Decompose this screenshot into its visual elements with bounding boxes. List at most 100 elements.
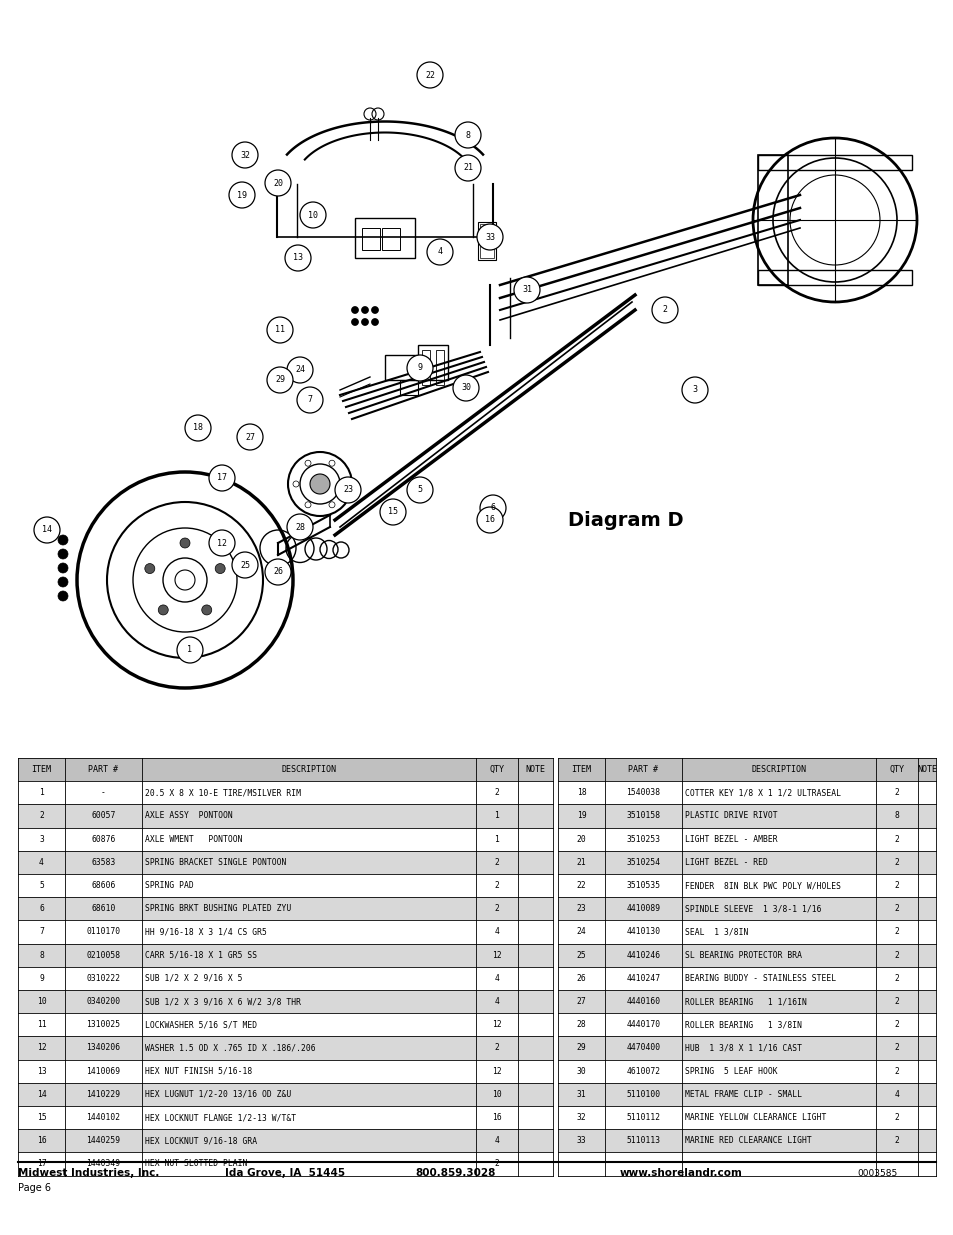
Text: LIGHT BEZEL - AMBER: LIGHT BEZEL - AMBER — [684, 835, 777, 844]
Circle shape — [287, 514, 313, 540]
Text: 0310222: 0310222 — [87, 974, 120, 983]
Text: 60057: 60057 — [91, 811, 115, 820]
Text: Diagram D: Diagram D — [567, 510, 683, 530]
Text: 1310025: 1310025 — [87, 1020, 120, 1029]
Text: 7: 7 — [39, 927, 44, 936]
Text: 2: 2 — [494, 788, 499, 798]
Text: 21: 21 — [576, 858, 586, 867]
Text: 25: 25 — [240, 561, 250, 569]
Bar — [18, 804, 553, 827]
Circle shape — [215, 563, 225, 573]
Circle shape — [476, 224, 502, 249]
Circle shape — [265, 559, 291, 585]
Circle shape — [185, 415, 211, 441]
Text: 26: 26 — [576, 974, 586, 983]
Text: BEARING BUDDY - STAINLESS STEEL: BEARING BUDDY - STAINLESS STEEL — [684, 974, 835, 983]
Circle shape — [158, 605, 168, 615]
Text: 23: 23 — [576, 904, 586, 914]
Text: 4: 4 — [494, 927, 499, 936]
Text: NOTE: NOTE — [525, 766, 545, 774]
Circle shape — [201, 605, 212, 615]
Text: HEX NUT SLOTTED PLAIN: HEX NUT SLOTTED PLAIN — [145, 1160, 247, 1168]
Circle shape — [299, 203, 326, 228]
Text: LIGHT BEZEL - RED: LIGHT BEZEL - RED — [684, 858, 767, 867]
Circle shape — [145, 563, 154, 573]
Circle shape — [427, 240, 453, 266]
Circle shape — [232, 142, 257, 168]
Text: ROLLER BEARING   1 3/8IN: ROLLER BEARING 1 3/8IN — [684, 1020, 801, 1029]
Text: SPRING PAD: SPRING PAD — [145, 881, 193, 890]
Text: 2: 2 — [894, 1020, 899, 1029]
Text: 5: 5 — [39, 881, 44, 890]
Bar — [558, 1129, 935, 1152]
Circle shape — [58, 592, 68, 601]
Text: 2: 2 — [494, 858, 499, 867]
Circle shape — [416, 62, 442, 88]
Circle shape — [340, 480, 347, 487]
Text: 4440170: 4440170 — [626, 1020, 659, 1029]
Text: 1440349: 1440349 — [87, 1160, 120, 1168]
Circle shape — [651, 296, 678, 324]
Circle shape — [455, 156, 480, 182]
Text: 4: 4 — [39, 858, 44, 867]
Text: 27: 27 — [576, 997, 586, 1007]
Text: COTTER KEY 1/8 X 1 1/2 ULTRASEAL: COTTER KEY 1/8 X 1 1/2 ULTRASEAL — [684, 788, 841, 798]
Text: SUB 1/2 X 2 9/16 X 5: SUB 1/2 X 2 9/16 X 5 — [145, 974, 242, 983]
Text: 4: 4 — [494, 974, 499, 983]
Text: 29: 29 — [274, 375, 285, 384]
Text: 2: 2 — [494, 881, 499, 890]
Bar — [558, 804, 935, 827]
Text: 4: 4 — [437, 247, 442, 257]
Text: 20: 20 — [273, 179, 283, 188]
Circle shape — [379, 499, 406, 525]
Circle shape — [335, 477, 360, 503]
Text: 4410089: 4410089 — [626, 904, 659, 914]
Text: 7: 7 — [307, 395, 313, 405]
Circle shape — [209, 466, 234, 492]
Text: 8: 8 — [894, 811, 899, 820]
Text: 1: 1 — [494, 835, 499, 844]
Bar — [18, 1036, 553, 1060]
Text: 12: 12 — [492, 951, 501, 960]
Text: HEX LUGNUT 1/2-20 13/16 OD Z&U: HEX LUGNUT 1/2-20 13/16 OD Z&U — [145, 1091, 291, 1099]
Text: 4: 4 — [494, 997, 499, 1007]
Bar — [417, 345, 448, 380]
Circle shape — [58, 550, 68, 559]
Text: 2: 2 — [894, 858, 899, 867]
Text: 12: 12 — [216, 538, 227, 547]
Text: 30: 30 — [576, 1067, 586, 1076]
Text: 2: 2 — [894, 1044, 899, 1052]
Bar — [558, 851, 935, 874]
Text: 2: 2 — [494, 904, 499, 914]
Text: 14: 14 — [36, 1091, 47, 1099]
Text: 60876: 60876 — [91, 835, 115, 844]
Text: 17: 17 — [216, 473, 227, 483]
Text: 24: 24 — [294, 366, 305, 374]
Text: 8: 8 — [465, 131, 470, 140]
Circle shape — [285, 245, 311, 270]
Text: 4410247: 4410247 — [626, 974, 659, 983]
Text: Midwest Industries, Inc.: Midwest Industries, Inc. — [18, 1168, 159, 1178]
Text: 2: 2 — [39, 811, 44, 820]
Text: 12: 12 — [36, 1044, 47, 1052]
Text: 13: 13 — [293, 253, 303, 263]
Text: 28: 28 — [576, 1020, 586, 1029]
Circle shape — [209, 530, 234, 556]
Text: 1410069: 1410069 — [87, 1067, 120, 1076]
Circle shape — [681, 377, 707, 403]
Text: 10: 10 — [36, 997, 47, 1007]
Circle shape — [351, 306, 358, 314]
Circle shape — [361, 306, 368, 314]
Text: 20: 20 — [576, 835, 586, 844]
Text: 18: 18 — [576, 788, 586, 798]
Text: CARR 5/16-18 X 1 GR5 SS: CARR 5/16-18 X 1 GR5 SS — [145, 951, 257, 960]
Circle shape — [296, 387, 323, 412]
Text: AXLE WMENT   PONTOON: AXLE WMENT PONTOON — [145, 835, 242, 844]
Text: 10: 10 — [492, 1091, 501, 1099]
Circle shape — [329, 461, 335, 467]
Text: 3: 3 — [692, 385, 697, 394]
Text: HEX LOCKNUT FLANGE 1/2-13 W/T&T: HEX LOCKNUT FLANGE 1/2-13 W/T&T — [145, 1113, 295, 1123]
Text: 11: 11 — [274, 326, 285, 335]
Text: 5110100: 5110100 — [626, 1091, 659, 1099]
Bar — [758, 270, 911, 285]
